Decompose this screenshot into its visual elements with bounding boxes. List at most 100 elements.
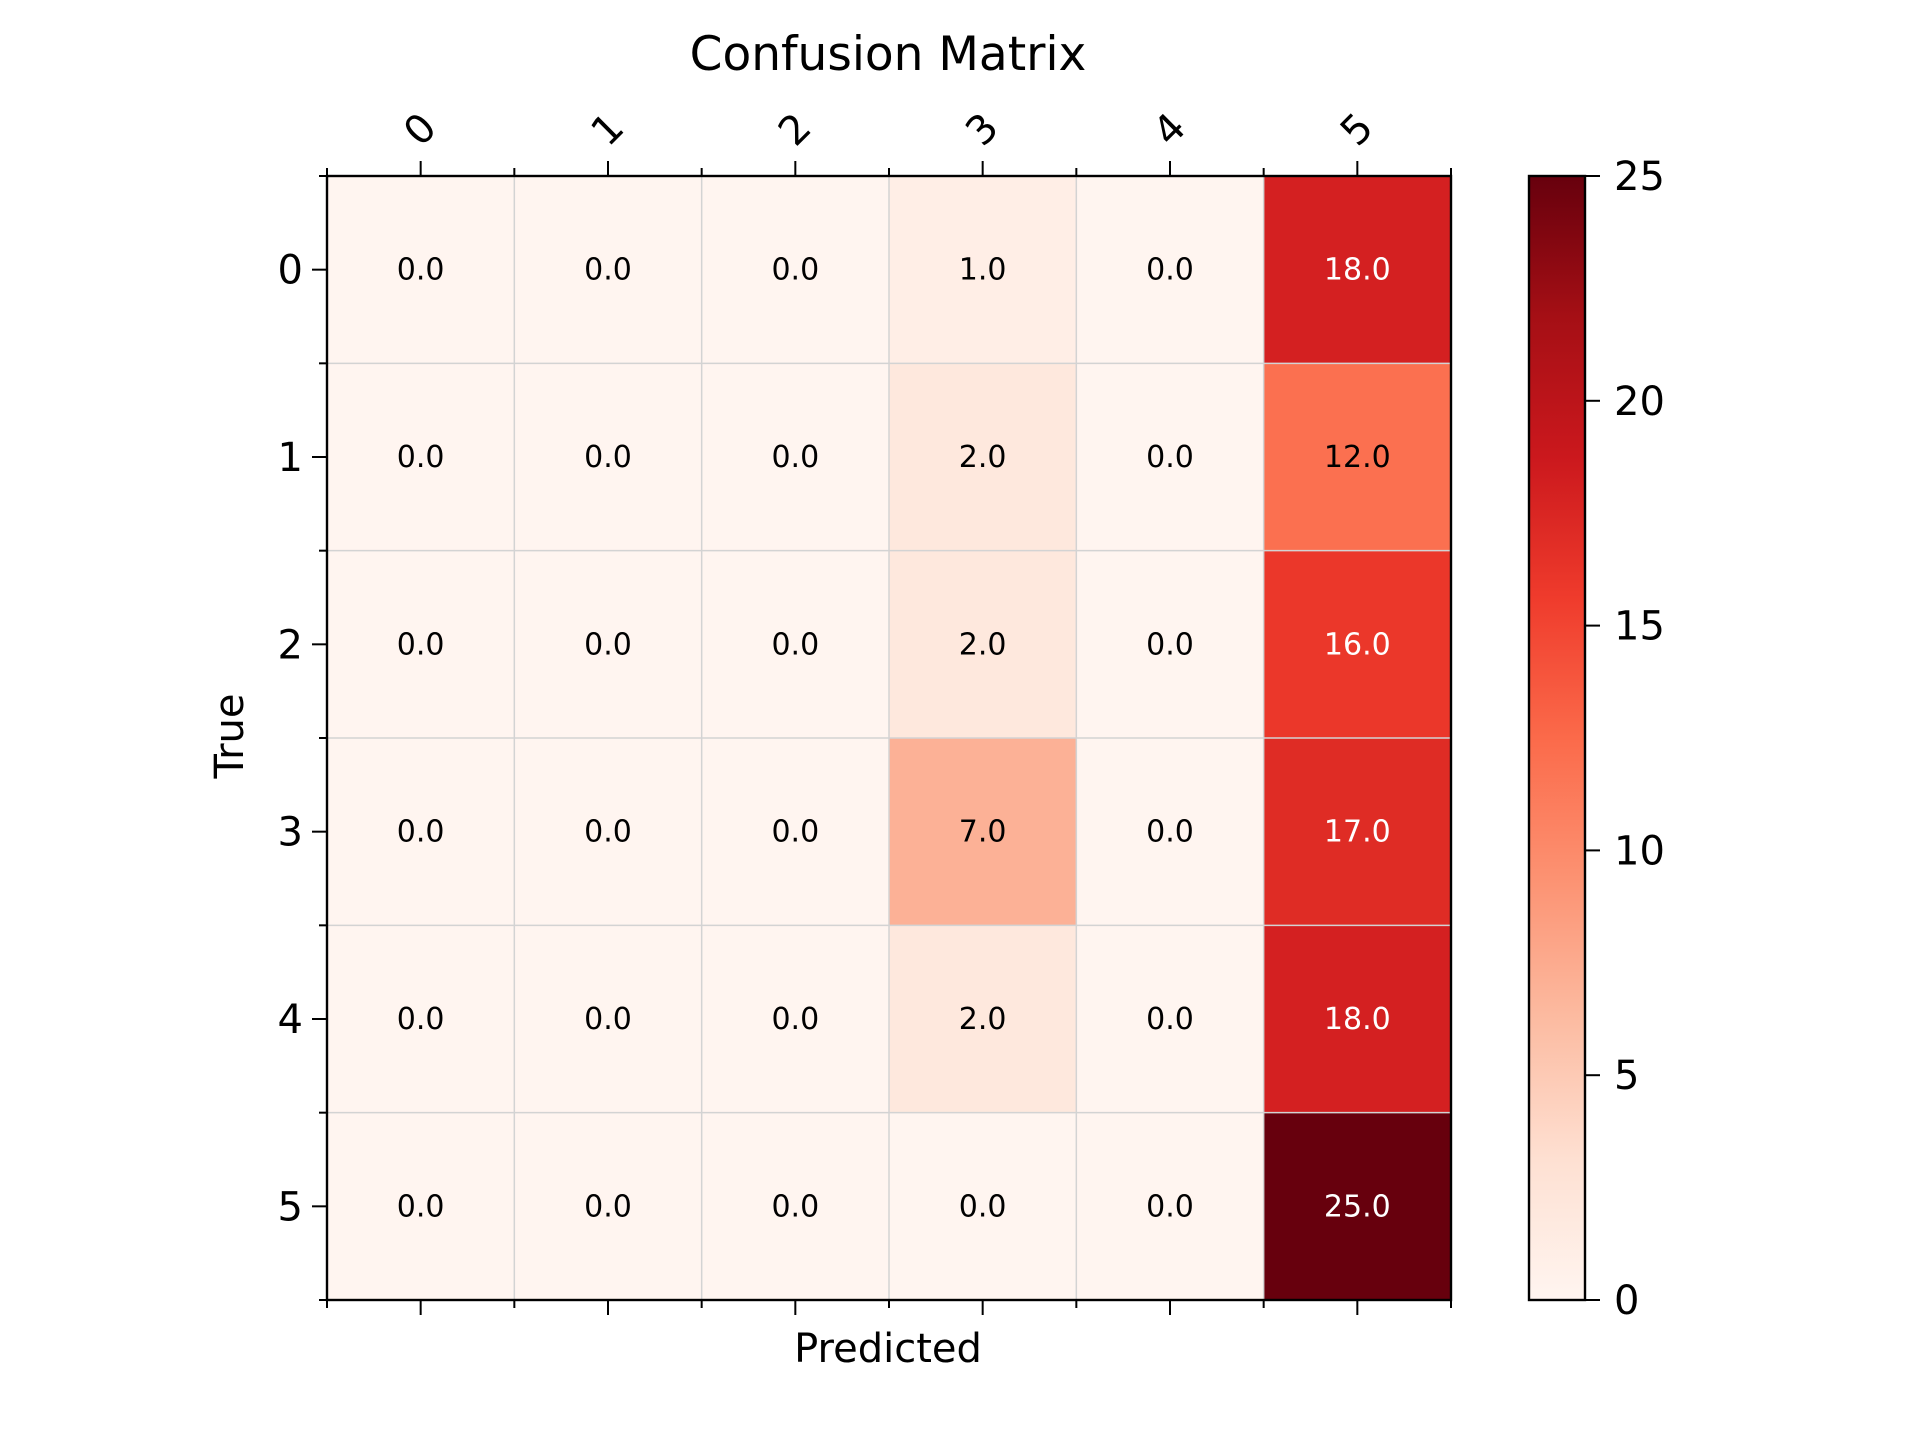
cell-value-label: 7.0 xyxy=(959,815,1007,850)
cell-value-label: 0.0 xyxy=(584,815,632,850)
colorbar-tick-label: 25 xyxy=(1614,154,1665,200)
heatmap-cell xyxy=(1076,363,1264,551)
heatmap-cell xyxy=(514,738,702,926)
heatmap-cell xyxy=(701,550,889,738)
cell-value-label: 0.0 xyxy=(397,627,445,662)
heatmap-cell xyxy=(701,738,889,926)
cell-value-label: 2.0 xyxy=(959,1002,1007,1037)
cell-value-label: 18.0 xyxy=(1324,253,1391,288)
cell-value-label: 12.0 xyxy=(1324,440,1391,475)
heatmap-cell xyxy=(514,925,702,1113)
cell-value-label: 1.0 xyxy=(959,253,1007,288)
cell-value-label: 0.0 xyxy=(584,1189,632,1224)
y-axis-label: True xyxy=(207,694,253,780)
cell-value-label: 0.0 xyxy=(1146,440,1194,475)
heatmap-cell xyxy=(701,1112,889,1300)
cell-value-label: 25.0 xyxy=(1324,1189,1391,1224)
cell-value-label: 2.0 xyxy=(959,627,1007,662)
cell-value-label: 0.0 xyxy=(584,627,632,662)
heatmap-cell xyxy=(1263,176,1451,364)
heatmap-cells xyxy=(327,176,1451,1300)
cell-value-label: 0.0 xyxy=(584,253,632,288)
heatmap-cell xyxy=(1263,925,1451,1113)
heatmap-cell xyxy=(1263,550,1451,738)
cell-value-label: 0.0 xyxy=(771,1189,819,1224)
cell-value-labels: 0.0 0.0 0.0 1.0 0.0 18.0 0.0 0.0 0.0 2.0 0.0 12.0 0.… xyxy=(397,253,1391,1225)
heatmap-cell xyxy=(327,363,515,551)
heatmap-cell xyxy=(327,550,515,738)
heatmap-cell xyxy=(327,738,515,926)
x-tick-labels: 0 1 2 3 4 5 xyxy=(395,105,1382,156)
x-tick-label: 1 xyxy=(583,105,634,156)
colorbar-tick-label: 0 xyxy=(1614,1278,1639,1324)
heatmap-cell xyxy=(701,363,889,551)
y-tick-label: 1 xyxy=(278,435,303,481)
cell-value-label: 0.0 xyxy=(584,440,632,475)
cell-value-label: 0.0 xyxy=(771,627,819,662)
cell-value-label: 0.0 xyxy=(1146,253,1194,288)
y-tick-label: 0 xyxy=(278,248,303,294)
heatmap-cell xyxy=(701,925,889,1113)
y-tick-label: 5 xyxy=(278,1184,303,1230)
heatmap-cell xyxy=(1076,925,1264,1113)
cell-value-label: 17.0 xyxy=(1324,815,1391,850)
heatmap-cell xyxy=(1076,1112,1264,1300)
y-tick-labels: 0 1 2 3 4 5 xyxy=(278,248,303,1231)
heatmap-cell xyxy=(889,925,1077,1113)
cell-value-label: 18.0 xyxy=(1324,1002,1391,1037)
heatmap-cell xyxy=(514,363,702,551)
heatmap-cell xyxy=(1263,738,1451,926)
cell-value-label: 0.0 xyxy=(397,815,445,850)
cell-value-label: 0.0 xyxy=(1146,1002,1194,1037)
cell-value-label: 0.0 xyxy=(397,440,445,475)
x-tick-label: 0 xyxy=(395,105,446,156)
cell-value-label: 0.0 xyxy=(771,815,819,850)
heatmap-cell xyxy=(889,176,1077,364)
colorbar-tick-label: 10 xyxy=(1614,828,1665,874)
colorbar-ticks: 0 5 10 15 20 25 xyxy=(1585,154,1665,1324)
axis-ticks xyxy=(312,161,1452,1315)
heatmap-cell xyxy=(1076,738,1264,926)
heatmap-cell xyxy=(514,1112,702,1300)
colorbar-tick-label: 5 xyxy=(1614,1053,1639,1099)
y-tick-label: 3 xyxy=(278,810,303,856)
grid-lines xyxy=(327,176,1451,1300)
x-axis-label: Predicted xyxy=(794,1326,982,1372)
heatmap-cell xyxy=(327,1112,515,1300)
x-tick-label: 5 xyxy=(1332,105,1383,156)
cell-value-label: 0.0 xyxy=(397,1002,445,1037)
heatmap-cell xyxy=(889,550,1077,738)
colorbar-tick-label: 20 xyxy=(1614,379,1665,425)
cell-value-label: 0.0 xyxy=(584,1002,632,1037)
cell-value-label: 2.0 xyxy=(959,440,1007,475)
cell-value-label: 0.0 xyxy=(959,1189,1007,1224)
cell-value-label: 0.0 xyxy=(1146,627,1194,662)
x-tick-label: 2 xyxy=(770,105,821,156)
heatmap-cell xyxy=(514,176,702,364)
heatmap-cell xyxy=(889,363,1077,551)
heatmap-cell xyxy=(1263,363,1451,551)
cell-value-label: 0.0 xyxy=(771,1002,819,1037)
cell-value-label: 16.0 xyxy=(1324,627,1391,662)
x-tick-label: 4 xyxy=(1145,105,1196,156)
heatmap-cell xyxy=(327,925,515,1113)
colorbar xyxy=(1527,174,1587,1302)
x-tick-label: 3 xyxy=(957,105,1008,156)
colorbar-tick-label: 15 xyxy=(1614,604,1665,650)
heatmap-cell xyxy=(701,176,889,364)
heatmap-cell xyxy=(889,1112,1077,1300)
heatmap-cell xyxy=(1076,550,1264,738)
chart-title: Confusion Matrix xyxy=(690,27,1087,82)
cell-value-label: 0.0 xyxy=(397,1189,445,1224)
cell-value-label: 0.0 xyxy=(771,440,819,475)
heatmap-cell xyxy=(327,176,515,364)
heatmap-cell xyxy=(1076,176,1264,364)
cell-value-label: 0.0 xyxy=(397,253,445,288)
heatmap-cell xyxy=(889,738,1077,926)
cell-value-label: 0.0 xyxy=(771,253,819,288)
heatmap-cell xyxy=(1263,1112,1451,1300)
y-tick-label: 2 xyxy=(278,622,303,668)
heatmap-cell xyxy=(514,550,702,738)
y-tick-label: 4 xyxy=(278,997,303,1043)
